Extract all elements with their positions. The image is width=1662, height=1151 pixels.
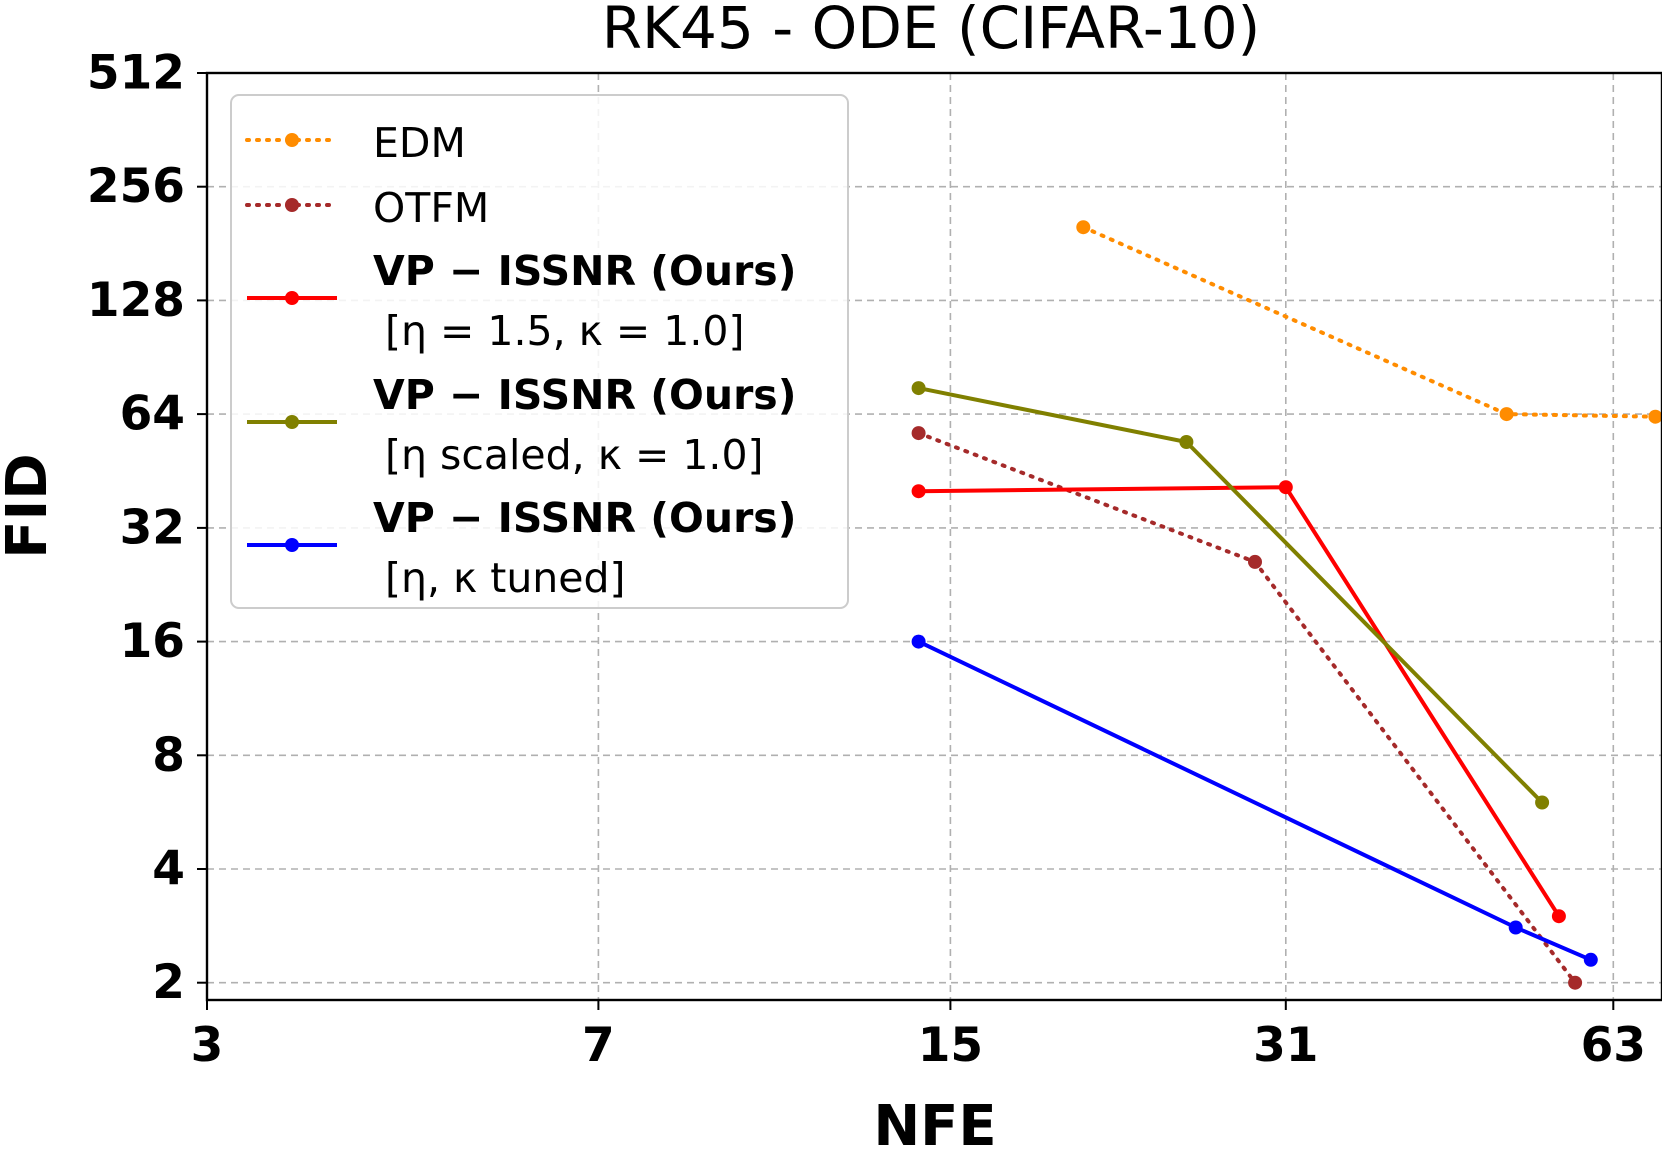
data-point — [1568, 975, 1583, 990]
x-tick-label: 63 — [1581, 1018, 1646, 1073]
y-axis-title: FID — [0, 453, 60, 559]
plot-frame — [205, 71, 1662, 1002]
y-tick-label: 32 — [120, 500, 185, 555]
y-tick-label: 4 — [152, 842, 185, 897]
plot-series — [911, 220, 1662, 990]
legend-label: [η = 1.5, κ = 1.0] — [385, 307, 744, 355]
legend-label: [η, κ tuned] — [385, 554, 626, 602]
legend-box — [230, 94, 849, 609]
x-tick-label: 3 — [191, 1018, 224, 1073]
series-1 — [1076, 220, 1662, 424]
y-tick-label: 8 — [152, 728, 185, 783]
data-point — [1535, 795, 1550, 810]
y-tick-label: 128 — [87, 273, 185, 328]
legend-entry-1: EDM — [245, 119, 466, 167]
legend-marker — [285, 415, 299, 429]
y-tick-label: 256 — [87, 159, 185, 214]
series-5 — [911, 634, 1598, 967]
series-3 — [911, 480, 1566, 924]
axis-ticks: 3 7 15 31 63 2 4 8 16 32 64 128 256 512 — [87, 46, 1646, 1074]
data-point — [1648, 409, 1662, 424]
y-tick-label: 16 — [120, 614, 185, 669]
series-4 — [911, 381, 1550, 810]
legend-entry-3: VP − ISSNR (Ours) [η = 1.5, κ = 1.0] — [247, 247, 796, 355]
legend-label: VP − ISSNR (Ours) — [373, 247, 796, 295]
legend-label: EDM — [373, 119, 466, 167]
legend-entry-5: VP − ISSNR (Ours) [η, κ tuned] — [247, 494, 796, 602]
x-axis-title: NFE — [873, 1094, 996, 1151]
data-point — [911, 381, 926, 396]
legend-marker — [285, 133, 299, 147]
data-point — [911, 634, 926, 649]
legend-marker — [285, 538, 299, 552]
series-2 — [911, 426, 1583, 990]
legend-entry-2: OTFM — [245, 184, 489, 232]
data-point — [1248, 554, 1262, 569]
data-point — [1179, 435, 1194, 449]
y-tick-label: 64 — [120, 387, 185, 442]
data-point — [911, 426, 926, 441]
legend-marker — [285, 198, 299, 212]
legend-label: [η scaled, κ = 1.0] — [385, 431, 764, 479]
x-tick-label: 31 — [1253, 1018, 1318, 1073]
chart-title: RK45 - ODE (CIFAR-10) — [602, 0, 1261, 62]
x-tick-label: 15 — [918, 1018, 983, 1073]
y-tick-label: 512 — [87, 46, 185, 101]
data-point — [1076, 220, 1091, 235]
legend-label: VP − ISSNR (Ours) — [373, 371, 796, 419]
data-point — [1551, 909, 1566, 924]
x-tick-label: 7 — [582, 1018, 615, 1073]
data-point — [1508, 920, 1523, 935]
data-point — [1278, 480, 1293, 495]
data-point — [1583, 952, 1598, 967]
data-point — [1499, 407, 1514, 422]
legend: EDM OTFM VP − ISSNR (Ours) [η = 1.5, κ = 1.… — [230, 94, 849, 609]
data-point — [911, 484, 926, 499]
legend-label: VP − ISSNR (Ours) — [373, 494, 796, 542]
legend-label: OTFM — [373, 184, 489, 232]
legend-marker — [285, 291, 299, 305]
legend-entry-4: VP − ISSNR (Ours) [η scaled, κ = 1.0] — [247, 371, 796, 479]
y-tick-label: 2 — [152, 955, 185, 1010]
